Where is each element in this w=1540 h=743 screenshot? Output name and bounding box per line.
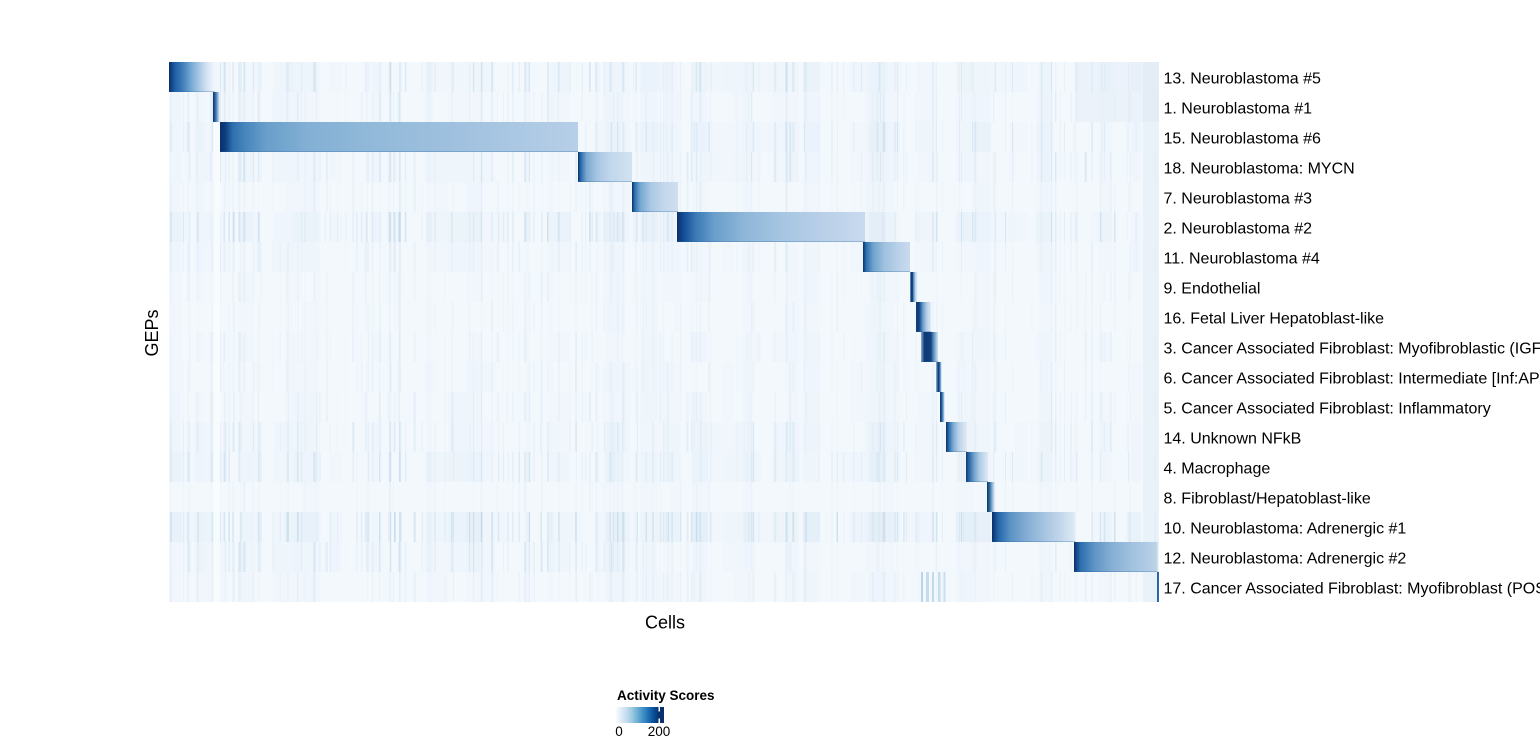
svg-text:13. Neuroblastoma #5: 13. Neuroblastoma #5 <box>1164 71 1322 88</box>
svg-text:GEPs: GEPs <box>142 309 162 356</box>
svg-text:16. Fetal Liver Hepatoblast-li: 16. Fetal Liver Hepatoblast-like <box>1164 311 1385 328</box>
svg-text:11. Neuroblastoma #4: 11. Neuroblastoma #4 <box>1164 251 1320 268</box>
svg-text:17. Cancer Associated Fibrobla: 17. Cancer Associated Fibroblast: Myofib… <box>1164 581 1540 598</box>
svg-text:8. Fibroblast/Hepatoblast-like: 8. Fibroblast/Hepatoblast-like <box>1164 491 1371 508</box>
svg-text:9. Endothelial: 9. Endothelial <box>1164 281 1261 298</box>
svg-text:6. Cancer Associated Fibroblas: 6. Cancer Associated Fibroblast: Interme… <box>1164 371 1540 388</box>
svg-text:2. Neuroblastoma #2: 2. Neuroblastoma #2 <box>1164 221 1313 238</box>
svg-text:18. Neuroblastoma: MYCN: 18. Neuroblastoma: MYCN <box>1164 161 1355 178</box>
svg-text:4. Macrophage: 4. Macrophage <box>1164 461 1271 478</box>
svg-text:1. Neuroblastoma #1: 1. Neuroblastoma #1 <box>1164 101 1313 118</box>
svg-text:7. Neuroblastoma #3: 7. Neuroblastoma #3 <box>1164 191 1313 208</box>
svg-text:15. Neuroblastoma #6: 15. Neuroblastoma #6 <box>1164 131 1322 148</box>
svg-text:0: 0 <box>615 724 623 739</box>
svg-text:Cells: Cells <box>645 613 685 633</box>
svg-text:3. Cancer Associated Fibroblas: 3. Cancer Associated Fibroblast: Myofibr… <box>1164 341 1540 358</box>
svg-text:12. Neuroblastoma: Adrenergic: 12. Neuroblastoma: Adrenergic #2 <box>1164 551 1407 568</box>
svg-text:200: 200 <box>648 724 671 739</box>
svg-text:10. Neuroblastoma: Adrenergic: 10. Neuroblastoma: Adrenergic #1 <box>1164 521 1407 538</box>
svg-text:14. Unknown NFkB: 14. Unknown NFkB <box>1164 431 1302 448</box>
svg-text:5. Cancer Associated Fibroblas: 5. Cancer Associated Fibroblast: Inflamm… <box>1164 401 1491 418</box>
svg-text:Activity Scores: Activity Scores <box>617 688 715 703</box>
